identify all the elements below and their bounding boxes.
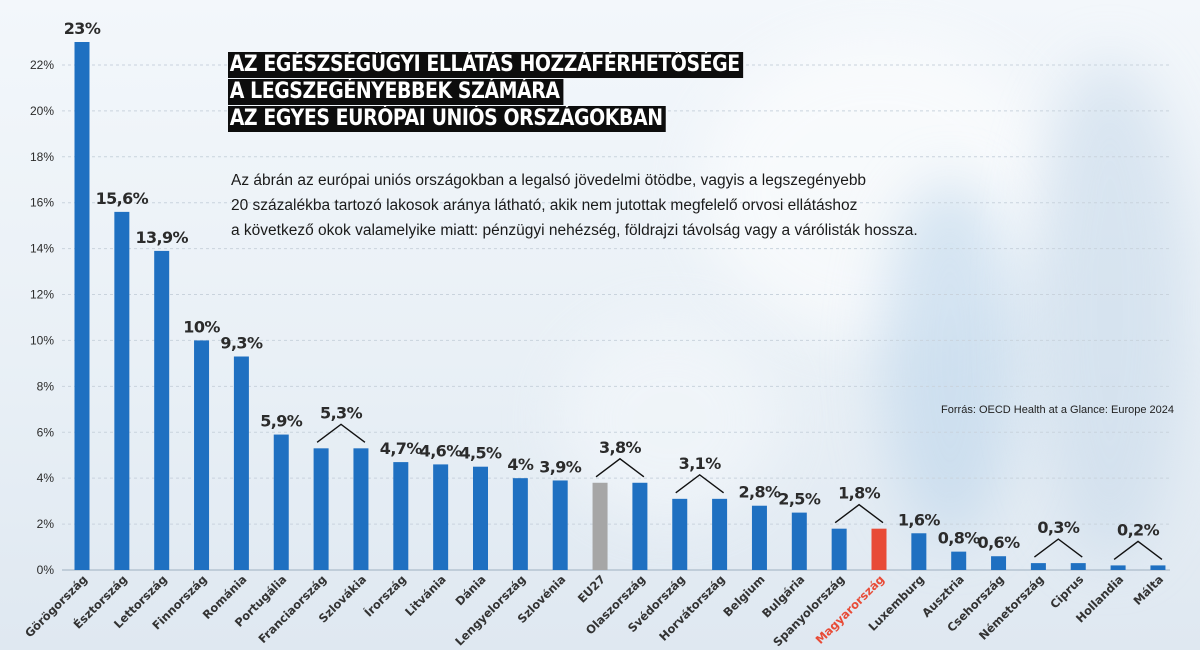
value-label: 9,3%: [220, 334, 263, 353]
title-line-1: AZ EGÉSZSÉGÜGYI ELLÁTÁS HOZZÁFÉRHETŐSÉGE: [228, 52, 744, 78]
bar-litvania: [433, 464, 449, 570]
bracket-connector: [1033, 538, 1083, 558]
bar-portugalia: [273, 434, 289, 570]
subtitle-line-1: Az ábrán az európai uniós országokban a …: [231, 172, 867, 189]
y-tick-label: 18%: [30, 150, 54, 164]
bar-spanyolorszag: [831, 528, 847, 570]
bar-szlovakia: [353, 448, 369, 570]
bar-eu27: [592, 482, 608, 570]
value-label: 4,5%: [460, 444, 503, 463]
value-label: 0,8%: [938, 529, 981, 548]
value-label: 0,6%: [978, 533, 1021, 552]
bracket-connector: [316, 423, 366, 443]
bar-horvatorszag: [712, 498, 728, 570]
x-tick-label: Málta: [1130, 572, 1166, 608]
y-tick-label: 6%: [37, 425, 55, 439]
bar-ausztria: [951, 551, 967, 570]
bar-olaszorszag: [632, 482, 648, 570]
value-label: 3,1%: [679, 454, 722, 473]
x-tick-label: EU27: [575, 572, 608, 605]
bracket-connector: [1113, 540, 1163, 560]
y-tick-label: 2%: [37, 517, 55, 531]
value-label: 15,6%: [96, 189, 149, 208]
bar-gorogorszag: [74, 42, 90, 570]
value-label: 1,6%: [898, 510, 941, 529]
bar-luxemburg: [911, 533, 927, 570]
value-label: 0,2%: [1117, 520, 1160, 539]
bar-csehorszag: [991, 556, 1007, 570]
x-tick-label: Írország: [361, 572, 409, 620]
source-note: Forrás: OECD Health at a Glance: Europe …: [941, 404, 1174, 416]
value-labels: 23% 15,6% 13,9% 10%9,3% 5,9% 5,3% 4,7%4,6%4,5%…: [64, 19, 1163, 560]
x-tick-label: Dánia: [452, 572, 488, 608]
bracket-connector: [675, 473, 725, 494]
value-label: 0,3%: [1037, 518, 1080, 537]
x-tick-label: Spanyolország: [770, 572, 847, 649]
value-label: 1,8%: [838, 484, 881, 503]
subtitle-line-3: a következő okok valamelyike miatt: pénz…: [231, 222, 918, 239]
x-tick-label: Ciprus: [1047, 572, 1086, 611]
y-axis-tick-labels: 0% 2% 4% 6% 8% 10% 12% 14% 16% 18% 20% 22%: [30, 58, 54, 577]
x-tick-label: Litvánia: [402, 572, 449, 619]
y-tick-label: 10%: [30, 333, 54, 347]
bar-magyarorszag: [871, 528, 887, 570]
value-label: 4,6%: [420, 441, 463, 460]
subtitle-line-2: 20 százalékba tartozó lakosok aránya lát…: [231, 197, 858, 214]
bar-romania: [233, 356, 249, 570]
y-tick-label: 12%: [30, 288, 54, 302]
y-tick-label: 20%: [30, 104, 54, 118]
x-tick-label: Franciaország: [255, 572, 329, 646]
y-tick-label: 4%: [37, 471, 55, 485]
bracket-connector: [595, 457, 645, 478]
value-label: 4,7%: [380, 439, 423, 458]
bar-franciaorszag: [313, 448, 329, 570]
value-label: 4%: [507, 455, 534, 474]
grid-lines: [62, 64, 1170, 571]
bar-irorszag: [393, 462, 409, 570]
value-label: 3,8%: [599, 438, 642, 457]
bar-dania: [473, 466, 488, 570]
y-tick-label: 16%: [30, 196, 54, 210]
bar-malta: [1150, 565, 1166, 570]
value-label: 13,9%: [135, 228, 188, 247]
chart-subtitle: Az ábrán az európai uniós országokban a …: [231, 168, 951, 243]
bar-bulgaria: [791, 512, 807, 570]
value-label: 23%: [64, 19, 101, 38]
bar-finnorszag: [194, 340, 210, 570]
value-label: 10%: [183, 317, 220, 336]
value-label: 5,3%: [320, 403, 363, 422]
bracket-connector: [834, 503, 884, 524]
y-tick-label: 14%: [30, 242, 54, 256]
bar-lettorszag: [154, 250, 170, 570]
x-axis-category-labels: GörögországÉsztországLettországFinnorszá…: [22, 572, 1166, 650]
bar-ciprus: [1070, 563, 1086, 570]
value-label: 2,5%: [778, 490, 821, 509]
x-tick-label: Magyarország: [813, 572, 888, 647]
value-label: 2,8%: [738, 483, 781, 502]
bar-belgium: [751, 505, 767, 570]
bar-nemetorszag: [1030, 563, 1046, 570]
y-tick-label: 22%: [30, 58, 54, 72]
bars: [74, 42, 1166, 570]
chart-title: AZ EGÉSZSÉGÜGYI ELLÁTÁS HOZZÁFÉRHETŐSÉGE…: [228, 52, 868, 133]
value-label: 3,9%: [539, 457, 582, 476]
bar-hollandia: [1110, 565, 1126, 570]
bar-svedorszag: [672, 498, 688, 570]
bar-lengyelorszag: [512, 478, 528, 570]
x-tick-label: Lengyelország: [452, 572, 528, 648]
y-tick-label: 0%: [37, 563, 55, 577]
title-line-3: AZ EGYES EURÓPAI UNIÓS ORSZÁGOKBAN: [228, 106, 667, 132]
bar-szlovenia: [552, 480, 568, 570]
y-tick-label: 8%: [37, 379, 55, 393]
value-label: 5,9%: [260, 412, 303, 431]
title-line-2: A LEGSZEGÉNYEBBEK SZÁMÁRA: [228, 79, 564, 105]
bar-esztorszag: [114, 211, 130, 570]
